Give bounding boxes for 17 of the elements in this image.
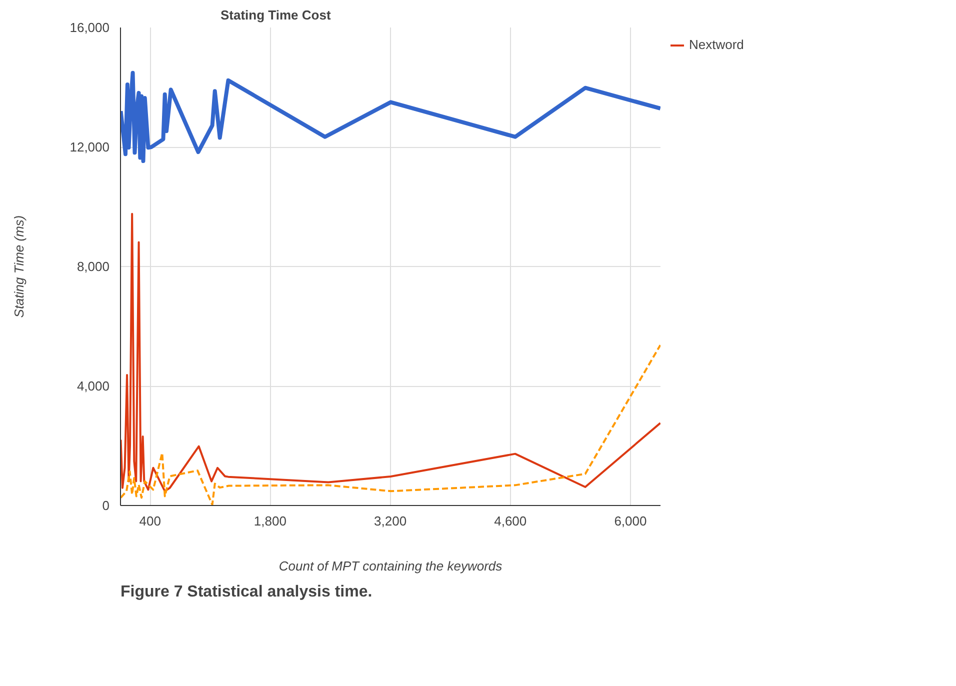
line-series	[120, 70, 660, 164]
x-tick-label: 3,200	[374, 514, 407, 528]
y-tick-label: 4,000	[76, 378, 110, 394]
line-series	[120, 212, 660, 492]
y-tick-label: 16,000	[70, 20, 110, 35]
y-tick-label: 8,000	[76, 259, 110, 274]
x-tick-label: 1,800	[254, 514, 286, 528]
chart-title: Stating Time Cost	[220, 8, 332, 22]
x-axis-title: Count of MPT containing the keywords	[278, 558, 503, 574]
y-tick-label: 12,000	[70, 140, 110, 154]
y-tick-label: 0	[102, 498, 110, 513]
x-tick-label: 400	[139, 514, 161, 528]
legend-label: Nextword	[689, 37, 744, 52]
x-tick-label: 6,000	[614, 514, 647, 528]
caption: Figure 7 Statistical analysis time.	[120, 584, 372, 600]
y-axis-title: Stating Time (ms)	[12, 215, 27, 318]
x-tick-label: 4,600	[494, 514, 527, 528]
